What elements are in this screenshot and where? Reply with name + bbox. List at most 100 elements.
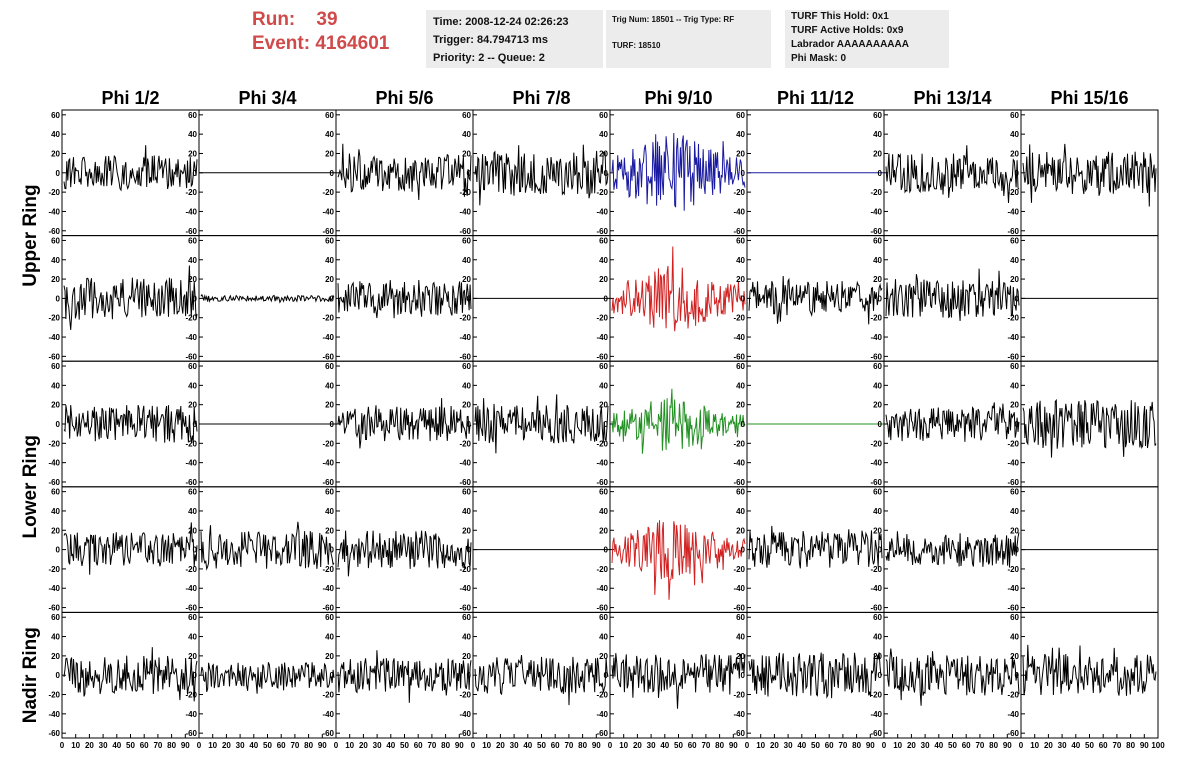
y-tick-label: 0 (56, 294, 61, 303)
y-tick-label: -40 (870, 584, 882, 593)
y-tick-label: 0 (604, 294, 609, 303)
x-tick-label: 20 (85, 741, 94, 750)
y-tick-label: -40 (322, 584, 334, 593)
y-tick-label: 40 (1010, 507, 1019, 516)
x-tick-label: 0 (334, 741, 339, 750)
y-tick-label: 60 (736, 236, 745, 245)
y-tick-label: -60 (322, 478, 334, 487)
y-tick-label: -20 (322, 439, 334, 448)
x-tick-label: 70 (701, 741, 710, 750)
y-tick-label: 60 (599, 362, 608, 371)
y-tick-label: -40 (870, 333, 882, 342)
y-tick-label: -20 (733, 565, 745, 574)
y-tick-label: 0 (1015, 546, 1020, 555)
x-tick-label: 70 (838, 741, 847, 750)
event-value: 4164601 (315, 33, 390, 54)
y-tick-label: 20 (1010, 652, 1019, 661)
y-tick-label: 20 (873, 149, 882, 158)
y-tick-label: -60 (185, 604, 197, 613)
x-tick-label: 40 (112, 741, 121, 750)
y-tick-label: -20 (48, 565, 60, 574)
y-tick-label: 0 (330, 420, 335, 429)
y-tick-label: 40 (462, 256, 471, 265)
y-tick-label: 0 (741, 294, 746, 303)
y-tick-label: 0 (878, 420, 883, 429)
x-tick-label: 60 (414, 741, 423, 750)
turf-hold-text: TURF This Hold: 0x1 (791, 11, 889, 22)
y-tick-label: -40 (1007, 459, 1019, 468)
y-tick-label: 60 (51, 488, 60, 497)
y-tick-label: 60 (873, 613, 882, 622)
y-tick-label: 0 (1015, 671, 1020, 680)
y-tick-label: -20 (870, 691, 882, 700)
y-tick-label: 60 (736, 111, 745, 120)
y-tick-label: 20 (51, 652, 60, 661)
y-tick-label: 0 (56, 671, 61, 680)
y-tick-label: -40 (459, 710, 471, 719)
x-tick-label: 90 (1003, 741, 1012, 750)
waveform-trace (611, 246, 746, 332)
x-tick-label: 20 (496, 741, 505, 750)
y-tick-label: 20 (462, 149, 471, 158)
y-tick-label: 60 (736, 613, 745, 622)
y-tick-label: 20 (325, 275, 334, 284)
y-tick-label: -20 (733, 314, 745, 323)
y-tick-label: 20 (873, 275, 882, 284)
y-tick-label: 60 (599, 613, 608, 622)
waveform-trace (63, 145, 198, 192)
column-header: Phi 11/12 (777, 88, 854, 108)
event-label: Event: (252, 33, 311, 54)
y-tick-label: 60 (462, 613, 471, 622)
y-tick-label: 60 (188, 488, 197, 497)
waveform-trace (611, 520, 746, 600)
y-tick-label: 60 (51, 613, 60, 622)
waveform-trace (337, 530, 472, 577)
y-tick-label: -20 (185, 314, 197, 323)
x-tick-label: 70 (1112, 741, 1121, 750)
x-tick-label: 70 (975, 741, 984, 750)
y-tick-label: -20 (596, 691, 608, 700)
y-tick-label: -60 (322, 604, 334, 613)
y-tick-label: 0 (330, 671, 335, 680)
x-tick-label: 40 (660, 741, 669, 750)
y-tick-label: 40 (1010, 130, 1019, 139)
y-tick-label: 20 (462, 401, 471, 410)
y-tick-label: 40 (325, 256, 334, 265)
waveform-trace (337, 398, 472, 449)
y-tick-label: -40 (733, 333, 745, 342)
trigger-info-box: Trig Num: 18501 -- Trig Type: RF TURF: 1… (606, 10, 771, 68)
y-tick-label: 60 (325, 236, 334, 245)
y-tick-label: -60 (185, 478, 197, 487)
waveform-trace (611, 132, 746, 211)
y-tick-label: -20 (459, 314, 471, 323)
y-tick-label: 20 (599, 401, 608, 410)
y-tick-label: -40 (48, 207, 60, 216)
timing-info-box: Time: 2008-12-24 02:26:23 Trigger: 84.79… (426, 10, 603, 68)
y-tick-label: -60 (185, 227, 197, 236)
y-tick-label: 0 (56, 420, 61, 429)
y-tick-label: 40 (51, 130, 60, 139)
x-tick-label: 60 (688, 741, 697, 750)
waveform-trace (474, 655, 609, 706)
y-tick-label: 20 (188, 149, 197, 158)
y-tick-label: 60 (462, 111, 471, 120)
y-tick-label: -60 (870, 352, 882, 361)
y-tick-label: 40 (325, 381, 334, 390)
x-tick-label: 40 (523, 741, 532, 750)
waveform-trace (1022, 398, 1157, 458)
y-tick-label: 0 (741, 546, 746, 555)
y-tick-label: -20 (870, 188, 882, 197)
x-tick-label: 90 (1140, 741, 1149, 750)
y-tick-label: 40 (325, 130, 334, 139)
y-tick-label: -60 (322, 227, 334, 236)
y-tick-label: 0 (467, 546, 472, 555)
column-header: Phi 15/16 (1050, 88, 1128, 108)
y-tick-label: 0 (604, 546, 609, 555)
y-tick-label: 0 (467, 671, 472, 680)
x-tick-label: 10 (1030, 741, 1039, 750)
y-tick-label: -60 (596, 227, 608, 236)
column-header: Phi 7/8 (512, 88, 570, 108)
x-tick-label: 10 (619, 741, 628, 750)
x-tick-label: 40 (934, 741, 943, 750)
column-header: Phi 5/6 (375, 88, 433, 108)
